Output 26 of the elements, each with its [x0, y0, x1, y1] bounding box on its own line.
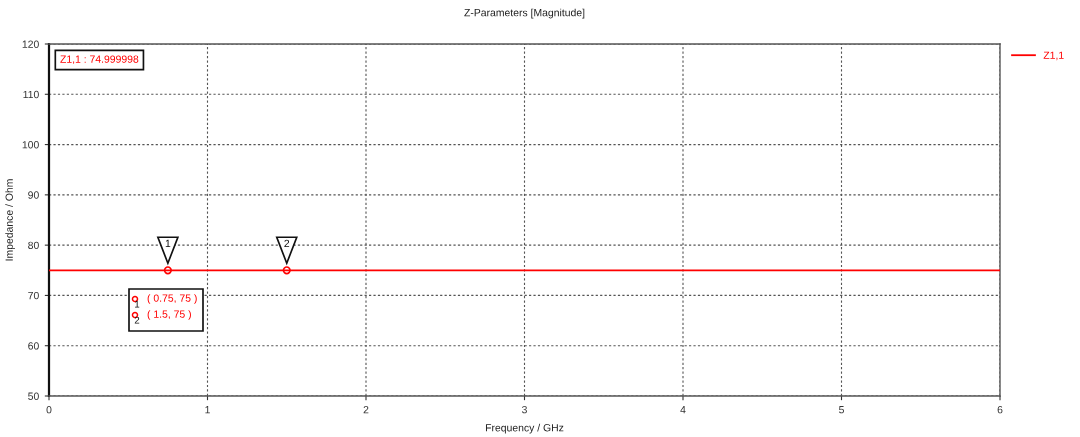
y-tick-label: 60	[28, 342, 39, 350]
y-tick-label: 110	[23, 90, 39, 99]
y-tick-label: 100	[22, 141, 39, 149]
legend-label: Z1,1	[1043, 51, 1064, 61]
y-tick-label: 80	[28, 241, 39, 250]
y-axis-title: Impedance / Ohm	[5, 179, 15, 261]
x-tick-label: 1	[205, 406, 210, 414]
chart-title: Z-Parameters [Magnitude]	[464, 8, 585, 19]
annotation: 1	[165, 239, 171, 247]
annotation: ( 0.75, 75 )	[147, 294, 197, 304]
y-tick-label: 50	[28, 392, 39, 400]
x-tick-label: 3	[522, 406, 527, 414]
y-tick-label: 120	[22, 40, 39, 48]
x-axis-title: Frequency / GHz	[485, 423, 564, 434]
annotation: Z1,1 : 74.999998	[60, 55, 139, 65]
text: 2	[134, 316, 140, 324]
x-tick-label: 5	[839, 406, 844, 414]
y-tick-label: 90	[28, 191, 39, 199]
annotation: ( 1.5, 75 )	[147, 310, 191, 320]
annotation: 2	[284, 239, 290, 247]
text: 1	[135, 300, 140, 308]
x-tick-label: 6	[997, 406, 1003, 414]
x-tick-label: 2	[363, 406, 369, 414]
x-tick-label: 4	[680, 406, 686, 414]
y-tick-label: 70	[28, 291, 39, 300]
x-tick-label: 0	[46, 406, 52, 414]
